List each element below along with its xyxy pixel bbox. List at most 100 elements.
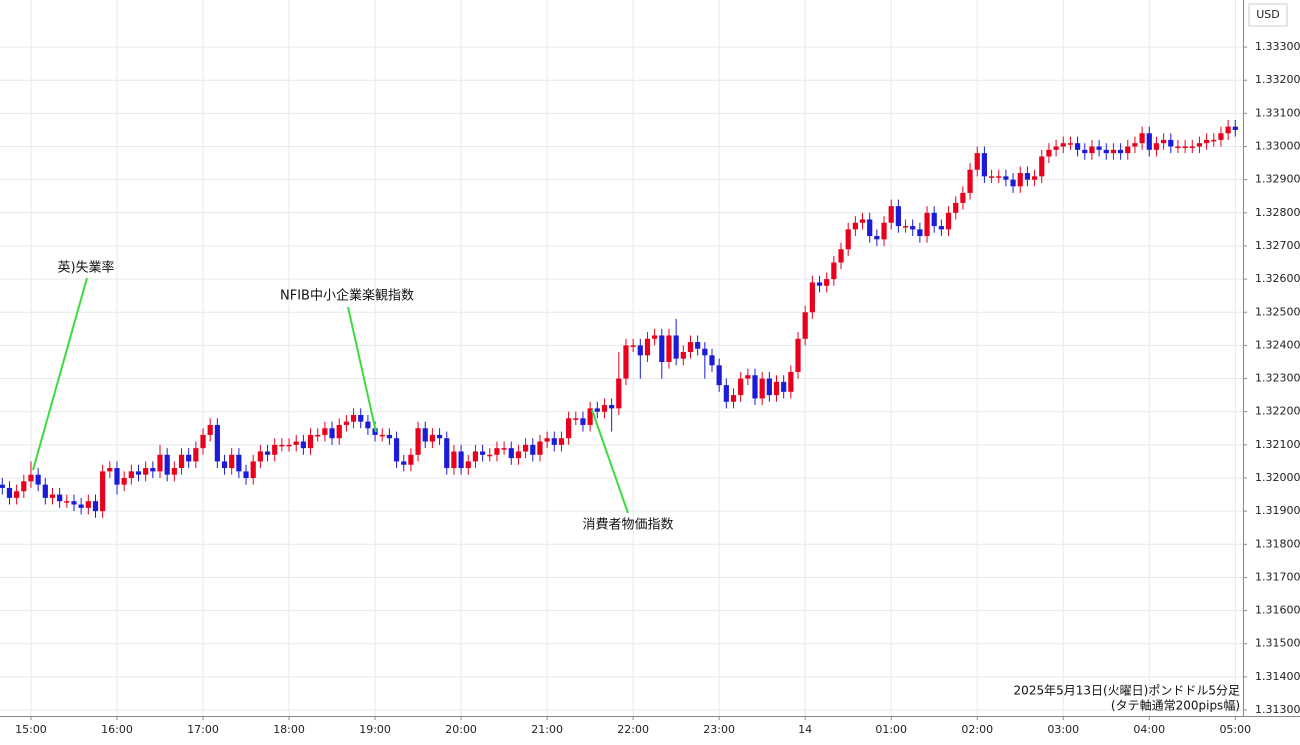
candle-body xyxy=(393,438,400,462)
y-tick-label: 1.32300 xyxy=(1255,372,1300,385)
candle-body xyxy=(1053,146,1059,150)
candle-body xyxy=(214,424,220,462)
candle-body xyxy=(85,501,91,508)
candles xyxy=(0,119,1238,518)
candle-body xyxy=(931,212,937,227)
candle-body xyxy=(709,355,715,366)
candle-body xyxy=(580,418,586,425)
candle-body xyxy=(1103,149,1109,154)
candle-body xyxy=(652,335,658,339)
candle-body xyxy=(143,468,149,475)
candle-body xyxy=(28,474,34,482)
candle-body xyxy=(558,438,565,445)
currency-box xyxy=(1248,3,1288,27)
candle-body xyxy=(745,375,751,379)
candle-body xyxy=(386,434,393,439)
y-tick-label: 1.33000 xyxy=(1255,140,1300,153)
candle-body xyxy=(444,438,450,469)
candle-body xyxy=(207,424,213,435)
candle-body xyxy=(723,385,729,402)
y-tick-label: 1.31400 xyxy=(1255,670,1300,683)
x-tick-label: 15:00 xyxy=(15,723,47,736)
candle-body xyxy=(601,405,608,412)
candle-body xyxy=(1039,156,1045,177)
candle-body xyxy=(336,424,342,439)
candle-body xyxy=(1225,126,1231,134)
candle-body xyxy=(573,418,579,420)
candle-body xyxy=(895,206,901,227)
annotation-line xyxy=(32,277,88,471)
y-tick-label: 1.32800 xyxy=(1255,206,1300,219)
candle-body xyxy=(1204,139,1210,144)
candle-body xyxy=(637,345,643,356)
candle-body xyxy=(1168,139,1174,147)
candle-body xyxy=(6,487,13,498)
candle-body xyxy=(479,451,486,455)
y-tick-label: 1.32000 xyxy=(1255,471,1300,484)
candle-body xyxy=(422,428,428,442)
caption: (タテ軸通常200pips幅) xyxy=(1111,698,1240,713)
candle-body xyxy=(859,219,866,223)
candle-body xyxy=(279,444,285,447)
candle-body xyxy=(515,451,522,459)
currency-label: USD xyxy=(1256,8,1280,21)
candle-body xyxy=(644,338,651,356)
candle-body xyxy=(781,381,787,392)
candle-body xyxy=(537,441,543,455)
candle-body xyxy=(157,454,163,472)
candle-body xyxy=(465,461,471,469)
candle-body xyxy=(594,408,600,412)
candle-body xyxy=(1211,139,1217,142)
candle-body xyxy=(458,451,464,469)
candle-body xyxy=(881,222,887,240)
candle-body xyxy=(960,192,966,203)
y-tick-label: 1.31500 xyxy=(1255,637,1300,650)
x-tick-label: 23:00 xyxy=(703,723,735,736)
candle-body xyxy=(100,471,106,512)
candle-body xyxy=(329,428,335,439)
candle-body xyxy=(1189,146,1195,149)
grid xyxy=(0,0,1243,716)
candle-body xyxy=(544,438,550,442)
annotation-line xyxy=(347,306,377,433)
candle-body xyxy=(1196,143,1203,147)
candle-body xyxy=(472,451,479,462)
candle-body xyxy=(264,451,271,455)
candle-body xyxy=(766,378,772,396)
x-tick-label: 22:00 xyxy=(617,723,649,736)
caption: 2025年5月13日(火曜日)ポンドドル5分足 xyxy=(1014,684,1240,698)
candle-body xyxy=(350,415,357,422)
y-tick-label: 1.33300 xyxy=(1255,40,1300,53)
y-tick-label: 1.31300 xyxy=(1255,703,1300,716)
candle-body xyxy=(938,226,944,230)
candle-body xyxy=(752,375,758,399)
x-tick-label: 16:00 xyxy=(101,723,133,736)
candle-body xyxy=(1132,143,1138,147)
candle-body xyxy=(236,454,242,472)
candle-body xyxy=(193,448,199,462)
y-tick-label: 1.31600 xyxy=(1255,604,1300,617)
candle-body xyxy=(92,501,99,512)
candle-body xyxy=(1031,176,1038,180)
x-tick-label: 03:00 xyxy=(1047,723,1079,736)
candle-body xyxy=(824,279,830,286)
x-tick-label: 05:00 xyxy=(1219,723,1251,736)
candle-body xyxy=(1017,173,1023,187)
candle-body xyxy=(609,405,615,409)
candle-body xyxy=(71,501,77,505)
y-tick-label: 1.32100 xyxy=(1255,438,1300,451)
candle-body xyxy=(322,428,328,435)
y-tick-label: 1.32500 xyxy=(1255,305,1300,318)
candle-body xyxy=(1232,126,1238,130)
candle-body xyxy=(286,444,292,447)
candle-body xyxy=(981,153,987,177)
candle-body xyxy=(1074,143,1081,150)
candle-body xyxy=(816,282,823,286)
x-tick-label: 18:00 xyxy=(273,723,305,736)
x-tick-label: 02:00 xyxy=(961,723,993,736)
candle-body xyxy=(974,153,980,170)
candle-body xyxy=(221,461,228,469)
annotation-text: 英)失業率 xyxy=(57,260,114,276)
candle-body xyxy=(1010,179,1016,187)
